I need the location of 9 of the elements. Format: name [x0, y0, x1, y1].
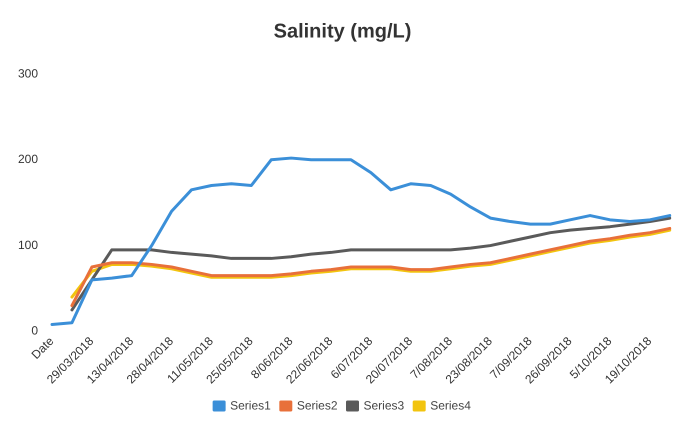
legend-label: Series4: [430, 398, 472, 412]
y-tick-label: 100: [18, 238, 38, 252]
legend-label: Series3: [364, 398, 405, 412]
chart-title: Salinity (mg/L): [274, 20, 412, 43]
y-tick-label: 200: [18, 152, 38, 166]
legend-label: Series2: [296, 398, 338, 412]
legend-label: Series1: [230, 398, 272, 412]
y-tick-label: 0: [31, 324, 38, 338]
y-tick-label: 300: [18, 66, 38, 80]
